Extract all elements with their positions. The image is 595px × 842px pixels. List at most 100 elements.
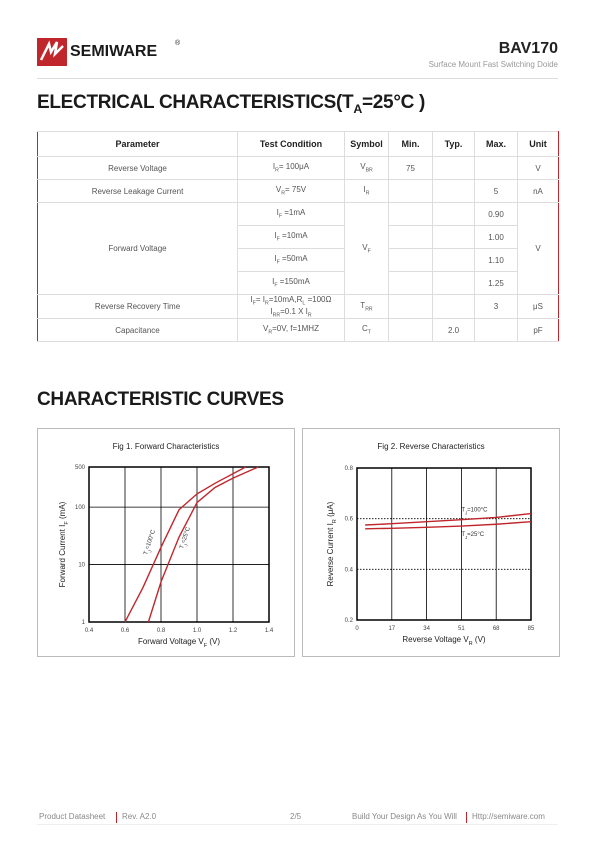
cell (388, 293, 433, 320)
text-part: V (263, 324, 269, 334)
text-part: Reverse Voltage V (402, 635, 469, 644)
text-part: T (360, 300, 366, 310)
series-label: TJ=100°C (143, 529, 158, 557)
text-part: =25°C (467, 532, 485, 538)
text-part: = I (255, 295, 266, 304)
text-part: I (274, 231, 277, 241)
text-part: =100Ω (305, 295, 332, 304)
series-line (365, 512, 532, 526)
row: IF =150mA 1.25 (38, 271, 559, 295)
cond-line: IF= IR=10mA,RL =100Ω (238, 295, 344, 307)
text-part: Reverse Current I (326, 523, 335, 586)
th: Test Condition (237, 131, 345, 157)
subscript: A (353, 101, 362, 116)
text-part: =50mA (279, 254, 308, 264)
text-part: I (363, 185, 366, 195)
cell: Reverse Voltage (37, 156, 238, 180)
cell (388, 318, 433, 343)
cell: 75 (388, 156, 433, 180)
subscript: R (332, 519, 338, 523)
text-part: I (272, 277, 275, 287)
x-tick-label: 68 (493, 626, 500, 632)
cell: 1.25 (474, 271, 518, 295)
subscript: F (367, 248, 371, 255)
series-line (147, 466, 259, 623)
cell (388, 225, 433, 249)
y-tick-label: 100 (75, 505, 86, 511)
row: Forward Voltage IF =1mA VF 0.90 V (37, 202, 559, 295)
cell (432, 156, 475, 180)
text-part: T (143, 550, 150, 556)
subscript: RR (272, 312, 281, 319)
cell: IF =50mA (237, 248, 345, 272)
text-part: T (461, 508, 465, 514)
th: Parameter (37, 131, 238, 157)
text-part: =25°C ) (361, 92, 426, 113)
cell: TRR (344, 293, 389, 320)
subtitle: Surface Mount Fast Switching Doide (428, 60, 558, 69)
text-part: =10mA (279, 231, 308, 241)
x-tick-label: 51 (458, 626, 465, 632)
y-axis-label: Reverse Current IR (μA) (326, 501, 338, 586)
chart-box: Fig 2. Reverse Characteristics 0 17 34 51 68 8… (302, 428, 560, 657)
cell: pF (517, 318, 559, 343)
cell: μS (517, 293, 559, 320)
subscript: L (302, 300, 306, 307)
cell (432, 225, 475, 249)
subscript: R (265, 300, 269, 307)
cond-line: IRR=0.1 X IR (238, 307, 344, 319)
cell: CT (344, 318, 389, 343)
footer-slogan: Build Your Design As You Will (352, 812, 457, 821)
cell: V (517, 156, 559, 180)
cell: VR= 75V (237, 179, 345, 203)
footer-line (37, 824, 558, 825)
cell: IF= IR=10mA,RL =100Ω IRR=0.1 X IR (237, 293, 345, 320)
spec-table: Parameter Test Condition Symbol Min. Typ. Max… (37, 131, 559, 343)
y-tick-label: 10 (78, 563, 85, 569)
text-part: =0V, f=1MHZ (272, 324, 319, 334)
cell: VR=0V, f=1MHZ (237, 318, 345, 343)
cell: Reverse Leakage Current (37, 179, 238, 203)
subscript: F (276, 236, 280, 243)
cell: nA (517, 179, 559, 203)
sep (116, 812, 117, 823)
chart-box: Fig 1. Forward Characteristics 0.4 0.6 0.8 1… (37, 428, 295, 657)
subscript: J (147, 549, 152, 553)
cell: 1.00 (474, 225, 518, 249)
text-part: =150mA (277, 277, 310, 287)
cell (432, 202, 475, 226)
x-tick-label: 0 (355, 626, 359, 632)
chart: Fig 1. Forward Characteristics 0.4 0.6 0.8 1… (58, 442, 274, 649)
cell: 0.90 (474, 202, 518, 226)
cell (388, 248, 433, 272)
cell (432, 179, 475, 203)
text-part: (μA) (326, 501, 335, 519)
text-part: =100°C (467, 508, 488, 514)
th: Unit (517, 131, 559, 157)
text-part: =0.1 X I (280, 306, 308, 316)
subscript: R (281, 190, 285, 197)
cell: 5 (474, 179, 518, 203)
plot-frame (88, 466, 270, 623)
row: Reverse Recovery Time IF= IR=10mA,RL =100… (37, 293, 559, 320)
logo-icon (37, 38, 67, 66)
text-part: C (362, 324, 368, 334)
brand: SEMIWARE (70, 43, 158, 60)
cell: IF =10mA (237, 225, 345, 249)
x-axis-label: Reverse Voltage VR (V) (402, 635, 486, 647)
cell: Reverse Recovery Time (37, 293, 238, 320)
cell: 1.10 (474, 248, 518, 272)
cell: Capacitance (37, 318, 238, 343)
text-part: =1mA (282, 208, 306, 218)
text-part: (mA) (58, 501, 67, 521)
text-part: T (179, 544, 186, 550)
x-tick-label: 17 (388, 626, 395, 632)
subscript: F (274, 282, 278, 289)
y-tick-label: 0.4 (345, 567, 354, 573)
text-part: I (250, 295, 253, 304)
series-line (124, 466, 246, 623)
th: Min. (388, 131, 433, 157)
footer-rev: Rev. A2.0 (122, 812, 157, 821)
y-tick-label: 0.6 (345, 517, 354, 523)
